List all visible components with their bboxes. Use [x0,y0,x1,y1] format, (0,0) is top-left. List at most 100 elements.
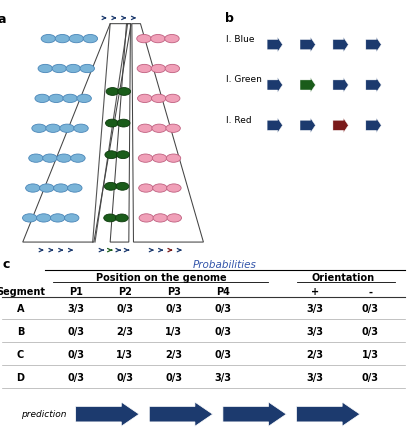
Text: C: C [337,82,342,88]
Text: 2/3: 2/3 [116,327,133,337]
Polygon shape [300,118,315,133]
Text: 3/3: 3/3 [306,304,324,314]
Text: 0/3: 0/3 [67,373,84,383]
Text: 0/3: 0/3 [362,327,379,337]
Ellipse shape [43,154,57,162]
Ellipse shape [57,154,71,162]
Text: 0/3: 0/3 [116,373,133,383]
Text: D: D [319,409,327,419]
Text: Orientation: Orientation [312,273,375,283]
Ellipse shape [35,94,49,102]
Text: B: B [172,409,180,419]
Ellipse shape [137,65,152,73]
Ellipse shape [67,184,82,192]
Text: P1: P1 [69,287,83,297]
Ellipse shape [40,184,54,192]
Ellipse shape [32,124,46,133]
Polygon shape [267,37,283,52]
Ellipse shape [26,184,40,192]
Ellipse shape [116,182,129,190]
Text: 0/3: 0/3 [362,304,379,314]
Ellipse shape [52,65,67,73]
Text: 3/3: 3/3 [67,304,84,314]
Ellipse shape [117,151,129,159]
Ellipse shape [138,124,153,133]
Text: Position on the genome: Position on the genome [96,273,227,283]
Ellipse shape [46,124,60,133]
Text: 0/3: 0/3 [67,327,84,337]
Text: 2/3: 2/3 [165,350,182,360]
Ellipse shape [22,214,37,222]
Ellipse shape [66,65,81,73]
Ellipse shape [118,88,130,95]
Ellipse shape [106,119,118,127]
Text: P3: P3 [167,287,181,297]
Text: C: C [17,350,24,360]
Ellipse shape [166,124,180,133]
Ellipse shape [165,65,180,73]
Ellipse shape [71,154,85,162]
Text: D: D [370,42,375,47]
Text: A: A [272,82,276,88]
Ellipse shape [60,124,74,133]
Text: D: D [370,82,375,88]
Polygon shape [267,78,283,92]
Text: a: a [0,14,6,26]
Text: 1/3: 1/3 [362,350,379,360]
Ellipse shape [104,182,117,190]
Text: 0/3: 0/3 [214,327,231,337]
Text: +: + [311,287,319,297]
Ellipse shape [117,119,130,127]
Text: I. Blue: I. Blue [226,35,254,44]
Ellipse shape [137,94,152,102]
Ellipse shape [115,214,128,222]
Ellipse shape [139,184,153,192]
Ellipse shape [166,184,181,192]
Text: Segment: Segment [0,287,45,297]
Ellipse shape [137,34,151,43]
Polygon shape [267,118,283,133]
Polygon shape [333,37,348,52]
Polygon shape [297,402,360,426]
Text: prediction: prediction [21,410,67,419]
Ellipse shape [153,214,168,222]
Text: 3/3: 3/3 [306,373,324,383]
Ellipse shape [65,214,79,222]
Text: 1/3: 1/3 [116,350,133,360]
Text: C: C [337,42,342,47]
Text: -: - [368,287,372,297]
Ellipse shape [80,65,94,73]
Ellipse shape [36,214,51,222]
Ellipse shape [167,214,182,222]
Text: I. Green: I. Green [226,75,262,85]
Polygon shape [333,78,348,92]
Text: 0/3: 0/3 [165,373,182,383]
Ellipse shape [151,94,166,102]
Polygon shape [149,402,213,426]
Text: 0/3: 0/3 [214,304,231,314]
Text: D: D [16,373,25,383]
Text: A: A [272,42,276,47]
Ellipse shape [77,94,91,102]
Ellipse shape [74,124,88,133]
Ellipse shape [165,34,179,43]
Ellipse shape [105,151,118,159]
Text: P4: P4 [216,287,230,297]
Ellipse shape [29,154,43,162]
Ellipse shape [49,94,63,102]
Text: 2/3: 2/3 [306,350,324,360]
Ellipse shape [50,214,65,222]
Text: 0/3: 0/3 [214,350,231,360]
Ellipse shape [152,124,166,133]
Ellipse shape [166,154,181,162]
Text: P2: P2 [118,287,132,297]
Text: c: c [2,258,9,271]
Text: 1/3: 1/3 [165,327,182,337]
Text: I. Red: I. Red [226,116,252,125]
Ellipse shape [83,34,98,43]
Ellipse shape [153,184,167,192]
Text: 0/3: 0/3 [67,350,84,360]
Text: A: A [99,409,106,419]
Polygon shape [76,402,139,426]
Ellipse shape [38,65,52,73]
